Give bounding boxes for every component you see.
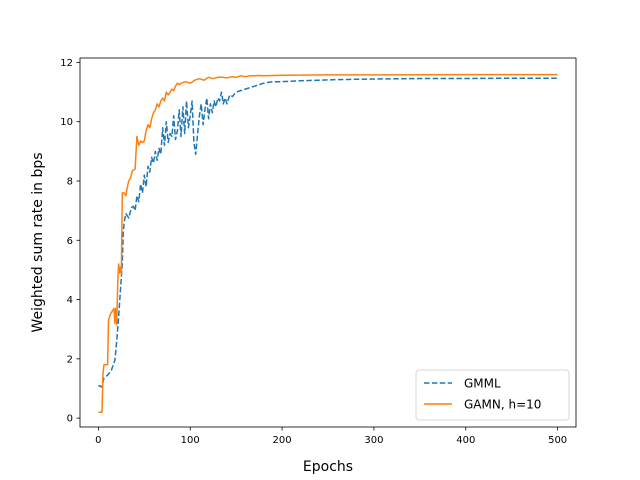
series-line-1 [98, 73, 558, 413]
y-tick-label: 0 [67, 414, 73, 425]
legend-label-0: GMML [464, 377, 501, 391]
y-tick-label: 10 [60, 117, 73, 128]
y-tick-label: 4 [67, 295, 73, 306]
y-tick-label: 8 [67, 177, 73, 188]
x-tick-label: 0 [95, 435, 101, 446]
x-tick-label: 300 [364, 435, 383, 446]
y-tick-label: 2 [67, 354, 73, 365]
series-line-0 [98, 77, 558, 388]
legend-box [415, 369, 570, 421]
x-tick-label: 400 [456, 435, 475, 446]
plot-frame [79, 57, 577, 428]
x-tick-label: 500 [548, 435, 567, 446]
y-tick-label: 6 [67, 236, 73, 247]
y-axis-title: Weighted sum rate in bps [30, 152, 46, 332]
legend-label-1: GAMN, h=10 [464, 398, 541, 412]
y-tick-label: 12 [60, 58, 73, 69]
x-axis-title: Epochs [303, 459, 353, 475]
x-tick-label: 200 [273, 435, 292, 446]
x-tick-label: 100 [181, 435, 200, 446]
